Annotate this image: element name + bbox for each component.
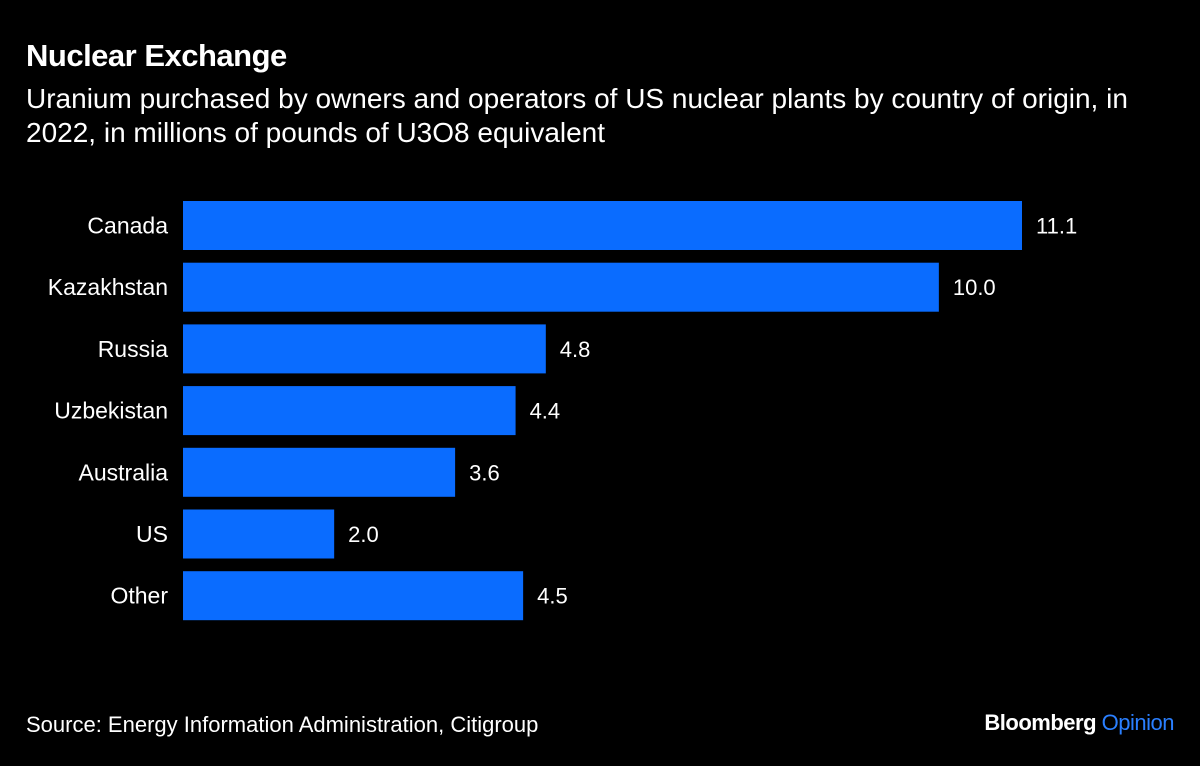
logo-brand: Bloomberg bbox=[984, 710, 1097, 735]
value-label: 4.4 bbox=[530, 399, 561, 424]
value-label: 4.8 bbox=[560, 337, 591, 362]
bar-uzbekistan bbox=[183, 386, 516, 436]
bar-canada bbox=[183, 201, 1022, 250]
bar-kazakhstan bbox=[183, 262, 939, 312]
bar-russia bbox=[183, 324, 546, 374]
category-label: Kazakhstan bbox=[48, 274, 168, 300]
bloomberg-opinion-logo: Bloomberg Opinion bbox=[984, 710, 1174, 736]
bar-us bbox=[183, 509, 335, 559]
chart-title: Nuclear Exchange bbox=[26, 38, 287, 73]
value-label: 4.5 bbox=[537, 584, 568, 609]
bar-other bbox=[183, 571, 524, 621]
category-label: Canada bbox=[87, 213, 168, 239]
category-label: Australia bbox=[79, 459, 169, 485]
value-label: 11.1 bbox=[1036, 214, 1077, 239]
value-label: 2.0 bbox=[348, 522, 379, 547]
bar-australia bbox=[183, 447, 456, 497]
category-label: Russia bbox=[98, 336, 169, 362]
logo-section: Opinion bbox=[1101, 710, 1175, 735]
source-note: Source: Energy Information Administratio… bbox=[26, 712, 539, 737]
value-label: 3.6 bbox=[469, 460, 500, 485]
category-label: Other bbox=[110, 583, 168, 609]
category-label: US bbox=[136, 521, 168, 547]
category-label: Uzbekistan bbox=[54, 398, 168, 424]
chart-subtitle: Uranium purchased by owners and operator… bbox=[26, 83, 1128, 148]
value-label: 10.0 bbox=[953, 275, 996, 300]
